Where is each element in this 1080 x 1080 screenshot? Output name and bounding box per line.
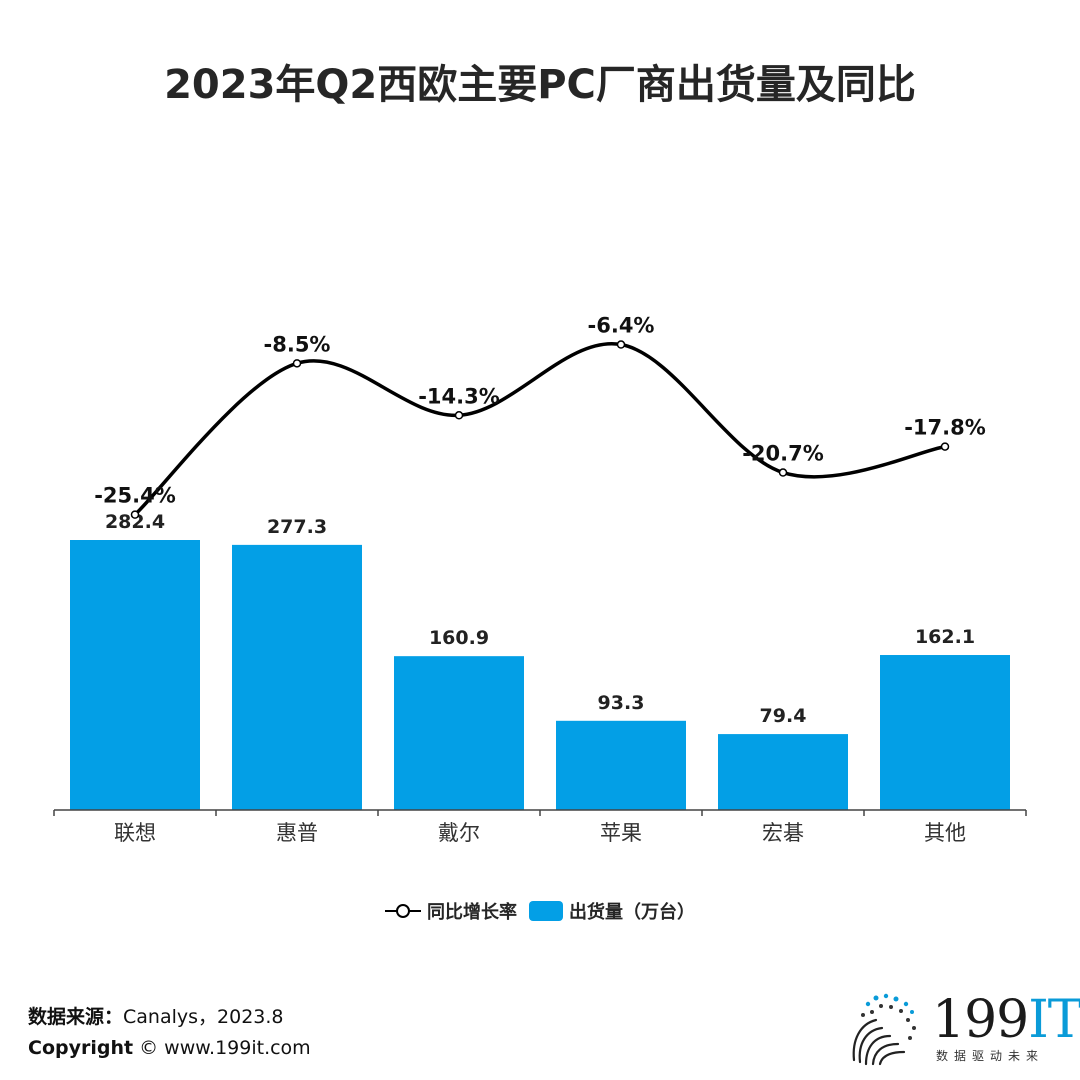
growth-point-2 — [292, 359, 302, 368]
growth-point-4 — [616, 340, 626, 349]
growth-value-label-4: -6.4% — [588, 314, 655, 338]
chart-title: 2023年Q2西欧主要PC厂商出货量及同比 — [164, 62, 916, 108]
bar-1 — [70, 540, 200, 810]
brand-logo: 199IT 数据驱动未来 — [846, 990, 1080, 1066]
logo-brand-it: IT — [1028, 990, 1080, 1050]
copyright-label: Copyright — [28, 1037, 134, 1059]
growth-point-5 — [778, 468, 788, 477]
legend-label-shipments: 出货量（万台） — [569, 902, 695, 923]
copyright-value: © www.199it.com — [139, 1037, 311, 1059]
dots-globe-icon — [852, 993, 916, 1066]
growth-value-label-6: -17.8% — [904, 416, 986, 440]
bar-value-label-1: 282.4 — [105, 511, 165, 533]
bar-value-label-3: 160.9 — [429, 627, 489, 649]
growth-point-3 — [454, 411, 464, 420]
bar-4 — [556, 720, 686, 810]
bar-value-label-2: 277.3 — [267, 516, 327, 538]
growth-value-label-1: -25.4% — [94, 484, 176, 508]
growth-value-label-3: -14.3% — [418, 384, 500, 408]
legend-label-growth: 同比增长率 — [427, 902, 517, 923]
legend-item-growth[interactable]: 同比增长率 — [385, 898, 517, 924]
bar-value-label-4: 93.3 — [598, 692, 645, 714]
growth-point-6 — [940, 442, 950, 451]
growth-point-1 — [130, 510, 140, 519]
growth-value-label-5: -20.7% — [742, 442, 824, 466]
x-tick-label-3: 戴尔 — [438, 821, 480, 845]
source-label: 数据来源： — [28, 1006, 124, 1028]
bar-2 — [232, 544, 362, 810]
bar-6 — [880, 655, 1010, 810]
legend: 同比增长率 出货量（万台） — [0, 898, 1080, 924]
growth-line — [133, 341, 946, 516]
bar-5 — [718, 734, 848, 810]
x-tick-label-1: 联想 — [114, 821, 156, 845]
bar-3 — [394, 656, 524, 810]
legend-item-shipments[interactable]: 出货量（万台） — [529, 898, 695, 924]
x-tick-label-4: 苹果 — [600, 821, 642, 845]
legend-line-swatch-icon — [385, 904, 421, 918]
source-value: Canalys，2023.8 — [123, 1006, 284, 1028]
growth-value-label-2: -8.5% — [264, 332, 331, 356]
logo-tagline: 数据驱动未来 — [936, 1049, 1045, 1063]
data-source: 数据来源：Canalys，2023.8 — [28, 1002, 284, 1029]
x-tick-label-5: 宏碁 — [762, 821, 804, 845]
x-tick-label-6: 其他 — [924, 821, 966, 845]
bar-value-label-5: 79.4 — [760, 705, 807, 727]
copyright: Copyright © www.199it.com — [28, 1037, 311, 1059]
logo-wordmark: 199IT — [932, 990, 1080, 1050]
x-tick-label-2: 惠普 — [276, 821, 318, 845]
logo-brand-num: 199 — [932, 990, 1029, 1050]
legend-bar-swatch-icon — [529, 901, 563, 921]
bar-value-label-6: 162.1 — [915, 626, 975, 648]
